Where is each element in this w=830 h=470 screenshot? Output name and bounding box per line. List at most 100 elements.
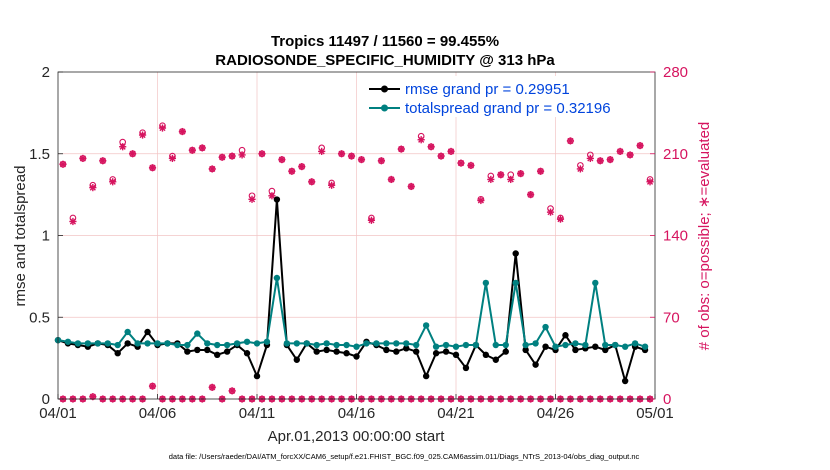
obs-evaluated-marker [536,167,545,175]
totalspread-point [124,328,131,336]
star-stroke [149,383,156,390]
star-stroke [467,162,475,169]
y-left-tick-label: 0.5 [29,309,50,326]
totalspread-point [413,341,420,349]
rmse-point [592,343,599,350]
totalspread-point [263,338,271,345]
rmse-point [562,332,569,339]
rmse-point [243,350,251,357]
obs-evaluated-marker [517,170,525,178]
rmse-point [184,348,191,355]
rmse-point [413,348,420,355]
totalspread-point [562,341,569,349]
star-stroke [219,154,226,161]
totalspread-point [64,338,72,345]
rmse-point [512,250,519,257]
obs-evaluated-marker [119,143,127,151]
rmse-point [323,346,330,354]
totalspread-point [452,343,460,350]
obs-evaluated-marker [636,141,644,150]
star-stroke [636,142,644,149]
totalspread-point [333,341,340,349]
obs-evaluated-marker [347,152,356,160]
obs-evaluated-marker [427,143,435,151]
totalspread-point [273,274,281,282]
obs-evaluated-marker [566,137,575,145]
obs-evaluated-marker [69,217,77,226]
obs-evaluated-marker [586,154,594,163]
star-stroke [557,216,564,223]
obs-evaluated-marker [148,164,157,172]
totalspread-point [154,340,161,347]
legend-spread-label: totalspread grand pr = 0.32196 [405,100,611,117]
rmse-point [194,346,201,354]
data-file-footer: data file: /Users/raeder/DAI/ATM_forcXX/… [169,452,640,461]
obs-evaluated-marker [616,147,624,156]
obs-evaluated-marker [298,162,306,171]
star-stroke [607,156,614,163]
star-stroke [229,152,236,160]
rmse-point [353,353,360,360]
legend-rmse-marker [381,85,388,93]
totalspread-point [233,340,241,347]
obs-evaluated-marker [417,136,425,144]
star-stroke [358,156,365,163]
obs-evaluated-bottom-marker [89,393,97,401]
y-axis-right: 0 70 140 210 280 [650,64,688,408]
totalspread-point [621,343,629,350]
y-right-tick-label: 70 [663,309,680,326]
rmse-point [462,364,470,372]
legend-spread-marker [381,104,388,112]
rmse-point [273,196,281,203]
star-stroke [487,176,494,183]
totalspread-point [343,341,350,349]
obs-evaluated-marker [79,154,87,163]
y-axis-left: 0 0.5 1 1.5 2 [29,64,63,408]
rmse-point [621,377,629,385]
star-stroke [477,197,484,204]
obs-evaluated-marker [129,150,137,158]
star-stroke [79,155,86,162]
obs-evaluated-marker [487,175,495,184]
x-tick-label: 05/01 [636,405,674,422]
chart-title-line2: RADIOSONDE_SPECIFIC_HUMIDITY @ 313 hPa [215,52,555,69]
star-stroke [298,163,305,170]
obs-evaluated-marker [198,144,206,152]
obs-evaluated-marker [457,159,465,167]
totalspread-point [532,340,539,347]
obs-evaluated-marker [268,192,276,200]
star-stroke [308,178,315,185]
rmse-point [393,348,400,355]
rmse-point [452,351,460,359]
totalspread-point [353,343,360,350]
y-left-tick-label: 1.5 [29,146,50,163]
totalspread-point [323,340,330,347]
obs-evaluated-marker [188,146,196,154]
totalspread-point [114,341,121,349]
rmse-point [522,346,529,354]
rmse-point [572,346,579,354]
totalspread-point [74,340,82,347]
star-stroke [617,148,624,155]
x-tick-label: 04/01 [39,405,77,422]
star-stroke [348,152,355,160]
star-stroke [99,157,106,164]
totalspread-point [313,341,320,349]
obs-evaluated-marker [278,155,286,164]
star-stroke [437,152,445,160]
rmse-point [502,348,509,355]
obs-evaluated-marker [546,208,555,216]
star-stroke [328,182,335,189]
obs-evaluated-marker [596,157,604,165]
rmse-point [293,356,300,363]
rmse-point [492,356,499,363]
chart-title-line1: Tropics 11497 / 11560 = 99.455% [271,33,499,50]
obs-evaluated-marker [218,153,226,161]
totalspread-point [373,340,380,347]
rmse-point [144,328,151,336]
x-tick-label: 04/11 [239,405,275,422]
star-stroke [179,128,186,135]
obs-evaluated-marker [258,150,266,158]
y-right-tick-label: 210 [663,146,688,163]
